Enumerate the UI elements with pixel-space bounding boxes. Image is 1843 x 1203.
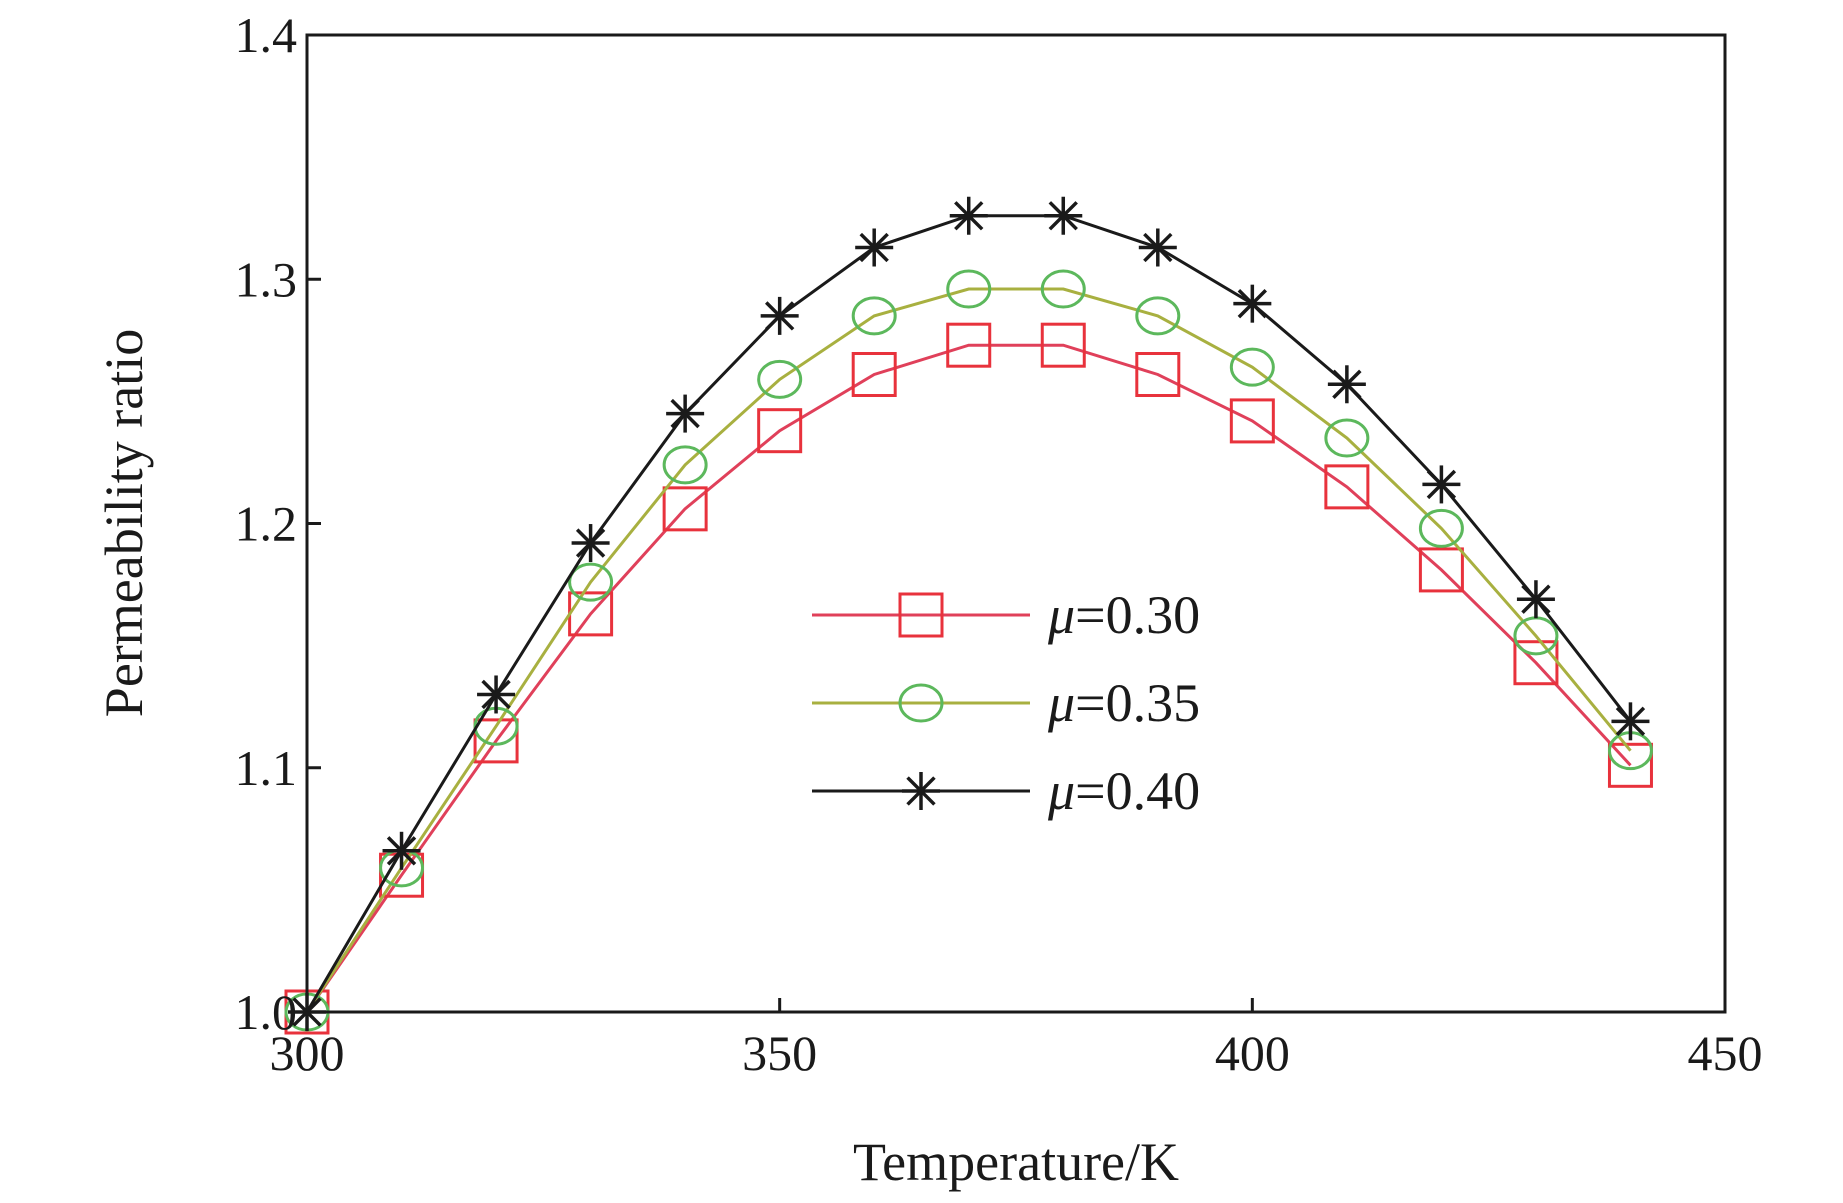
data-point xyxy=(568,562,614,602)
data-point xyxy=(1229,398,1275,444)
data-point xyxy=(571,524,610,563)
data-point xyxy=(382,831,421,870)
data-point xyxy=(1422,465,1461,504)
data-point xyxy=(851,352,897,398)
data-point xyxy=(1135,352,1181,398)
series-asterisk xyxy=(288,196,1650,1031)
legend-entry: μ=0.30 xyxy=(812,585,1200,645)
data-point xyxy=(477,675,516,714)
series-line xyxy=(305,343,1632,1013)
data-point xyxy=(946,269,992,309)
x-tick-label: 400 xyxy=(1215,1025,1290,1081)
x-tick-label: 300 xyxy=(270,1025,345,1081)
y-tick-label: 1.3 xyxy=(235,251,298,307)
legend-entry: μ=0.35 xyxy=(812,673,1200,733)
data-point xyxy=(666,394,705,433)
legend-entry: μ=0.40 xyxy=(812,761,1200,821)
data-point xyxy=(1040,269,1086,309)
data-point xyxy=(757,408,803,454)
data-point xyxy=(662,445,708,485)
data-point xyxy=(1327,365,1366,404)
legend-marker xyxy=(898,592,944,638)
data-point xyxy=(1044,196,1083,235)
x-tick-label: 350 xyxy=(742,1025,817,1081)
legend: μ=0.30 μ=0.35 μ=0.40 xyxy=(812,585,1200,821)
data-point xyxy=(1040,322,1086,368)
data-point xyxy=(1607,742,1653,788)
data-point xyxy=(757,359,803,399)
y-tick-label: 1.0 xyxy=(235,984,298,1040)
x-axis-title: Temperature/K xyxy=(853,1132,1179,1192)
data-point xyxy=(1233,284,1272,323)
x-axis-ticks: 300 350 400 450 xyxy=(270,998,1763,1081)
data-point xyxy=(1229,347,1275,387)
data-point xyxy=(1516,580,1555,619)
legend-marker xyxy=(902,772,940,810)
series-square xyxy=(284,322,1653,1035)
legend-label: μ=0.30 xyxy=(1047,585,1200,645)
y-tick-label: 1.4 xyxy=(235,7,298,63)
legend-marker xyxy=(898,683,944,723)
data-point xyxy=(662,486,708,532)
data-point xyxy=(473,718,519,764)
data-point xyxy=(851,296,897,336)
y-axis-title: Permeability ratio xyxy=(94,329,154,717)
chart-marks xyxy=(284,196,1653,1035)
series-line xyxy=(305,287,1632,1013)
series-circle xyxy=(284,269,1653,1032)
data-point xyxy=(1418,508,1464,548)
data-point xyxy=(949,196,988,235)
data-point xyxy=(1324,464,1370,510)
legend-label: μ=0.40 xyxy=(1047,761,1200,821)
data-point xyxy=(946,322,992,368)
y-tick-label: 1.2 xyxy=(235,496,298,552)
data-point xyxy=(760,296,799,335)
data-point xyxy=(1138,228,1177,267)
data-point xyxy=(1324,418,1370,458)
data-point xyxy=(855,228,894,267)
x-tick-label: 450 xyxy=(1688,1025,1763,1081)
legend-label: μ=0.35 xyxy=(1047,673,1200,733)
y-axis-ticks: 1.0 1.1 1.2 1.3 1.4 xyxy=(235,7,321,1040)
data-point xyxy=(1418,547,1464,593)
data-point xyxy=(1611,702,1650,741)
y-tick-label: 1.1 xyxy=(235,740,298,796)
data-point xyxy=(1135,296,1181,336)
